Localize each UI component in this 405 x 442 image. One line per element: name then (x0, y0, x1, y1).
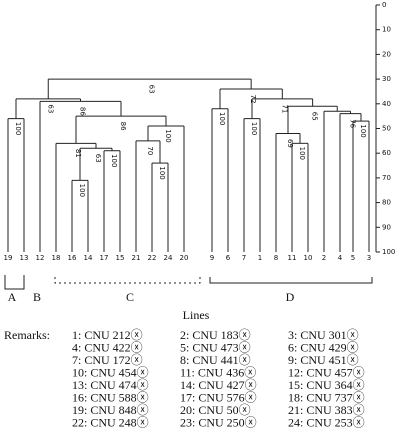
remark: 3: CNU 301ⓧ (288, 328, 359, 342)
leaf-label: 5 (351, 254, 355, 262)
y-tick-label: 40 (382, 100, 391, 108)
leaf-label: 24 (164, 254, 173, 262)
remark: 14: CNU 427ⓧ (180, 378, 257, 392)
y-tick-label: 100 (382, 248, 395, 256)
support-label: 86 (119, 122, 127, 131)
leaf-label: 20 (180, 254, 189, 262)
remark: 10: CNU 454ⓧ (72, 365, 149, 379)
support-label: 81 (74, 149, 82, 158)
support-label: 63 (148, 85, 156, 94)
y-tick-label: 30 (382, 75, 391, 83)
support-label: 69 (286, 139, 294, 148)
remark: 1: CNU 212ⓧ (72, 328, 143, 342)
support-label: 71 (280, 104, 288, 113)
remark: 6: CNU 429ⓧ (288, 340, 359, 354)
remark: 5: CNU 473ⓧ (180, 340, 251, 354)
support-label: 100 (78, 184, 86, 197)
leaf-label: 17 (100, 254, 109, 262)
leaf-label: 19 (4, 254, 13, 262)
leaf-label: 2 (322, 254, 326, 262)
leaf-label: 16 (68, 254, 77, 262)
support-label: 100 (218, 112, 226, 125)
leaf-label: 8 (274, 254, 278, 262)
support-label: 72 (249, 95, 257, 104)
group-label: C (126, 290, 134, 304)
remark: 4: CNU 422ⓧ (72, 340, 143, 354)
y-tick-label: 60 (382, 149, 391, 157)
group-bracket (4, 275, 25, 290)
remark: 20: CNU 50ⓧ (180, 403, 251, 417)
remark: 21: CNU 383ⓧ (288, 403, 365, 417)
support-label: 100 (14, 122, 22, 135)
group-label: B (33, 290, 41, 304)
remark: 22: CNU 248ⓧ (72, 415, 149, 429)
support-label: 100 (359, 124, 367, 137)
leaf-label: 9 (210, 254, 214, 262)
remark: 15: CNU 364ⓧ (288, 378, 365, 392)
leaf-label: 10 (304, 254, 313, 262)
leaf-label: 14 (84, 254, 93, 262)
support-label: 63 (46, 104, 54, 113)
support-label: 100 (164, 129, 172, 142)
x-axis-label: Lines (183, 308, 210, 322)
remark: 8: CNU 441ⓧ (180, 353, 251, 367)
remark: 11: CNU 436ⓧ (180, 365, 256, 379)
y-tick-label: 70 (382, 174, 391, 182)
group-bracket (209, 277, 373, 284)
leaf-label: 18 (52, 254, 61, 262)
remark: 9: CNU 451ⓧ (288, 353, 359, 367)
leaf-label: 15 (116, 254, 125, 262)
remark: 13: CNU 474ⓧ (72, 378, 149, 392)
remark: 17: CNU 576ⓧ (180, 390, 257, 404)
support-label: 70 (146, 146, 154, 155)
leaf-label: 4 (338, 254, 343, 262)
group-label: D (286, 290, 295, 304)
y-tick-label: 80 (382, 199, 391, 207)
y-tick-label: 50 (382, 125, 391, 133)
support-label: 65 (311, 112, 319, 121)
remark: 19: CNU 848ⓧ (72, 403, 149, 417)
leaf-label: 6 (226, 254, 231, 262)
support-label: 100 (250, 122, 258, 135)
group-label: A (8, 290, 17, 304)
remark: 24: CNU 253ⓧ (288, 415, 365, 429)
y-tick-label: 20 (382, 50, 391, 58)
remark: 12: CNU 457ⓧ (288, 365, 365, 379)
leaf-label: 12 (36, 254, 45, 262)
leaf-label: 3 (367, 254, 371, 262)
remark: 18: CNU 737ⓧ (288, 390, 365, 404)
support-label: 86 (79, 107, 87, 116)
group-bracket (54, 277, 201, 284)
remarks-title: Remarks: (4, 328, 50, 342)
remark: 23: CNU 250ⓧ (180, 415, 257, 429)
leaf-label: 1 (258, 254, 262, 262)
y-tick-label: 10 (382, 26, 391, 34)
y-tick-label: 0 (382, 1, 386, 9)
leaf-label: 13 (20, 254, 29, 262)
remark: 7: CNU 172ⓧ (72, 353, 143, 367)
leaf-label: 21 (132, 254, 141, 262)
support-label: 100 (298, 147, 306, 160)
support-label: 100 (158, 166, 166, 179)
y-tick-label: 90 (382, 223, 391, 231)
remark: 2: CNU 183ⓧ (180, 328, 251, 342)
leaf-label: 11 (288, 254, 297, 262)
remark: 16: CNU 588ⓧ (72, 390, 149, 404)
support-label: 100 (110, 154, 118, 167)
support-label: 63 (94, 154, 102, 163)
leaf-label: 7 (242, 254, 246, 262)
support-label: 76 (349, 119, 357, 128)
leaf-label: 22 (148, 254, 157, 262)
